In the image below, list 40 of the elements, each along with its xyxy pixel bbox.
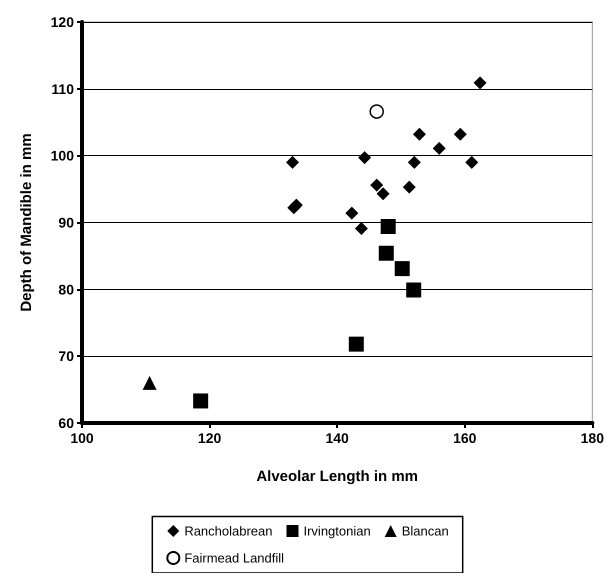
point bbox=[474, 76, 487, 90]
point bbox=[193, 393, 208, 408]
x-tick-label: 180 bbox=[580, 430, 604, 446]
point bbox=[380, 219, 396, 234]
point bbox=[370, 178, 384, 192]
point bbox=[290, 198, 303, 212]
point bbox=[358, 151, 372, 164]
x-tick-label: 120 bbox=[198, 430, 222, 446]
x-tick-label: 160 bbox=[453, 430, 477, 446]
y-tick-label: 120 bbox=[50, 14, 74, 30]
point bbox=[465, 156, 478, 169]
point bbox=[376, 187, 390, 200]
point bbox=[402, 180, 416, 194]
point bbox=[454, 128, 467, 141]
point bbox=[408, 156, 421, 169]
legend-label: Blancan bbox=[402, 524, 449, 538]
x-axis-title: Alveolar Length in mm bbox=[256, 468, 418, 485]
legend-label: Irvingtonian bbox=[303, 524, 371, 538]
y-tick-label: 100 bbox=[50, 148, 74, 164]
x-tick-label: 100 bbox=[70, 430, 94, 446]
point bbox=[394, 261, 410, 276]
point bbox=[348, 336, 364, 352]
x-tick-label: 140 bbox=[325, 430, 350, 446]
point bbox=[432, 142, 446, 155]
legend-label: Rancholabrean bbox=[184, 524, 273, 538]
point bbox=[406, 282, 422, 298]
y-tick-label: 90 bbox=[58, 214, 74, 230]
point bbox=[412, 128, 426, 141]
y-tick-label: 70 bbox=[58, 348, 74, 364]
point bbox=[378, 246, 394, 261]
y-tick-label: 60 bbox=[58, 415, 74, 431]
point bbox=[142, 376, 157, 390]
point bbox=[354, 222, 368, 236]
legend-label: Fairmead Landfill bbox=[184, 550, 284, 566]
point bbox=[286, 156, 300, 169]
y-tick-label: 80 bbox=[58, 281, 74, 298]
y-tick-label: 110 bbox=[51, 80, 74, 97]
point bbox=[345, 206, 358, 220]
point bbox=[369, 104, 384, 119]
y-axis-title: Depth of Mandible in mm bbox=[18, 133, 35, 312]
